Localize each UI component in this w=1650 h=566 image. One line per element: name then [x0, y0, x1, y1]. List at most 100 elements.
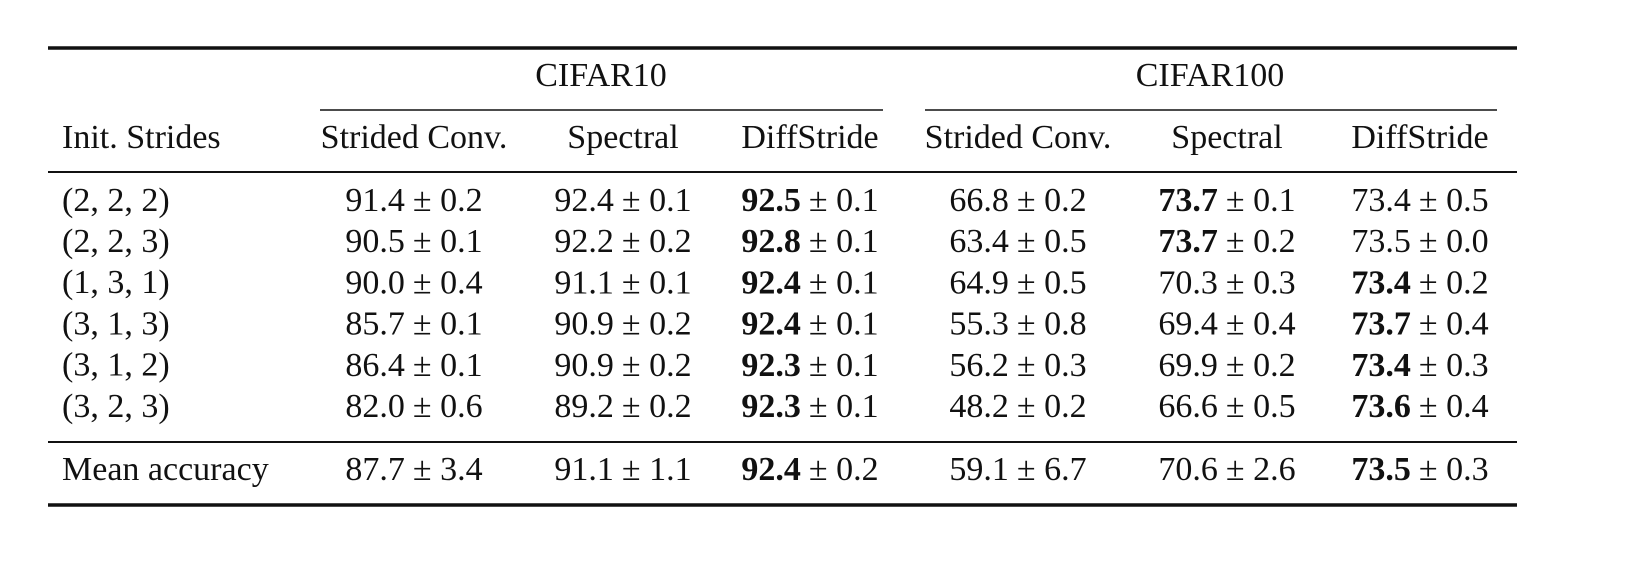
- cell-error: ± 0.2: [1226, 347, 1296, 384]
- row-label: (1, 3, 1): [62, 264, 170, 301]
- column-header: Spectral: [1171, 119, 1282, 156]
- cell: 92.4 ± 0.1: [741, 305, 878, 342]
- cell-mean: 56.2: [949, 347, 1009, 384]
- cell: 66.8 ± 0.2: [949, 182, 1086, 219]
- cell-mean: 73.5: [1351, 223, 1411, 260]
- cell: 55.3 ± 0.8: [949, 305, 1086, 342]
- column-header: Init. Strides: [62, 119, 221, 156]
- cell: 73.6 ± 0.4: [1351, 388, 1488, 425]
- cell-error: ± 0.4: [1419, 388, 1489, 425]
- cell: 92.8 ± 0.1: [741, 223, 878, 260]
- cell-mean: 66.8: [949, 182, 1009, 219]
- cell: 86.4 ± 0.1: [345, 347, 482, 384]
- cell-mean: 73.4: [1351, 182, 1411, 219]
- cell-error: ± 0.2: [1226, 223, 1296, 260]
- cell: 87.7 ± 3.4: [345, 451, 482, 488]
- cell-error: ± 0.3: [1017, 347, 1087, 384]
- cell-mean: 91.1: [554, 451, 614, 488]
- cell-error: ± 0.5: [1017, 223, 1087, 260]
- column-header: Strided Conv.: [925, 119, 1112, 156]
- cell: 73.5 ± 0.3: [1351, 451, 1488, 488]
- cell-error: ± 2.6: [1226, 451, 1296, 488]
- cell: 73.4 ± 0.2: [1351, 264, 1488, 301]
- cell: 92.3 ± 0.1: [741, 388, 878, 425]
- cell-mean: 92.4: [741, 264, 801, 301]
- cell: 70.6 ± 2.6: [1158, 451, 1295, 488]
- cell-error: ± 6.7: [1017, 451, 1087, 488]
- cell-mean: 90.9: [554, 347, 614, 384]
- cell-error: ± 0.1: [809, 264, 879, 301]
- cell: 90.0 ± 0.4: [345, 264, 482, 301]
- cell-mean: 91.1: [554, 264, 614, 301]
- cell-error: ± 0.1: [809, 223, 879, 260]
- cell-error: ± 0.1: [413, 347, 483, 384]
- cell: 91.1 ± 1.1: [554, 451, 691, 488]
- cell: 92.3 ± 0.1: [741, 347, 878, 384]
- cell-mean: 89.2: [554, 388, 614, 425]
- cell: 82.0 ± 0.6: [345, 388, 482, 425]
- cell: 63.4 ± 0.5: [949, 223, 1086, 260]
- group-header: CIFAR100: [1136, 57, 1285, 94]
- cell-error: ± 0.1: [413, 305, 483, 342]
- cell: 90.9 ± 0.2: [554, 347, 691, 384]
- cell-mean: 92.2: [554, 223, 614, 260]
- cell-mean: 66.6: [1158, 388, 1218, 425]
- cell-mean: 73.7: [1158, 223, 1218, 260]
- cell: 64.9 ± 0.5: [949, 264, 1086, 301]
- cell: 92.4 ± 0.1: [741, 264, 878, 301]
- cell-mean: 59.1: [949, 451, 1009, 488]
- column-header: Spectral: [567, 119, 678, 156]
- cell-mean: 73.7: [1351, 305, 1411, 342]
- cell-error: ± 0.1: [809, 305, 879, 342]
- cell: 73.4 ± 0.3: [1351, 347, 1488, 384]
- cell-mean: 92.4: [741, 305, 801, 342]
- cell-error: ± 0.3: [1226, 264, 1296, 301]
- cell-mean: 92.5: [741, 182, 801, 219]
- cell-error: ± 0.6: [413, 388, 483, 425]
- cell-error: ± 0.1: [809, 182, 879, 219]
- cell-mean: 73.4: [1351, 264, 1411, 301]
- row-label: (2, 2, 2): [62, 182, 170, 219]
- row-label: (3, 1, 2): [62, 347, 170, 384]
- cell-error: ± 0.1: [809, 347, 879, 384]
- cell-mean: 73.4: [1351, 347, 1411, 384]
- cell: 92.5 ± 0.1: [741, 182, 878, 219]
- cell-mean: 92.8: [741, 223, 801, 260]
- cell-mean: 69.9: [1158, 347, 1218, 384]
- cell: 92.2 ± 0.2: [554, 223, 691, 260]
- cell-error: ± 0.4: [413, 264, 483, 301]
- cell: 92.4 ± 0.1: [554, 182, 691, 219]
- row-label: (3, 2, 3): [62, 388, 170, 425]
- cell-mean: 90.0: [345, 264, 405, 301]
- cell: 85.7 ± 0.1: [345, 305, 482, 342]
- cell-mean: 87.7: [345, 451, 405, 488]
- cell-error: ± 0.2: [622, 305, 692, 342]
- cell: 69.9 ± 0.2: [1158, 347, 1295, 384]
- cell: 90.5 ± 0.1: [345, 223, 482, 260]
- cell-error: ± 0.2: [1419, 264, 1489, 301]
- cell: 73.7 ± 0.1: [1158, 182, 1295, 219]
- cell-error: ± 0.1: [622, 264, 692, 301]
- cell-mean: 48.2: [949, 388, 1009, 425]
- column-header: Strided Conv.: [321, 119, 508, 156]
- cell: 56.2 ± 0.3: [949, 347, 1086, 384]
- group-header: CIFAR10: [535, 57, 667, 94]
- cell-error: ± 0.5: [1419, 182, 1489, 219]
- cell-error: ± 0.0: [1419, 223, 1489, 260]
- cell-error: ± 0.1: [413, 223, 483, 260]
- row-label: (3, 1, 3): [62, 305, 170, 342]
- cell-error: ± 0.1: [809, 388, 879, 425]
- row-label: Mean accuracy: [62, 451, 269, 488]
- cell: 91.1 ± 0.1: [554, 264, 691, 301]
- cell-error: ± 0.2: [1017, 182, 1087, 219]
- cell-error: ± 0.5: [1226, 388, 1296, 425]
- cell-mean: 92.4: [741, 451, 801, 488]
- cell: 69.4 ± 0.4: [1158, 305, 1295, 342]
- cell-error: ± 0.5: [1017, 264, 1087, 301]
- cell-error: ± 0.2: [809, 451, 879, 488]
- cell-mean: 73.5: [1351, 451, 1411, 488]
- cell-mean: 70.3: [1158, 264, 1218, 301]
- cell-mean: 63.4: [949, 223, 1009, 260]
